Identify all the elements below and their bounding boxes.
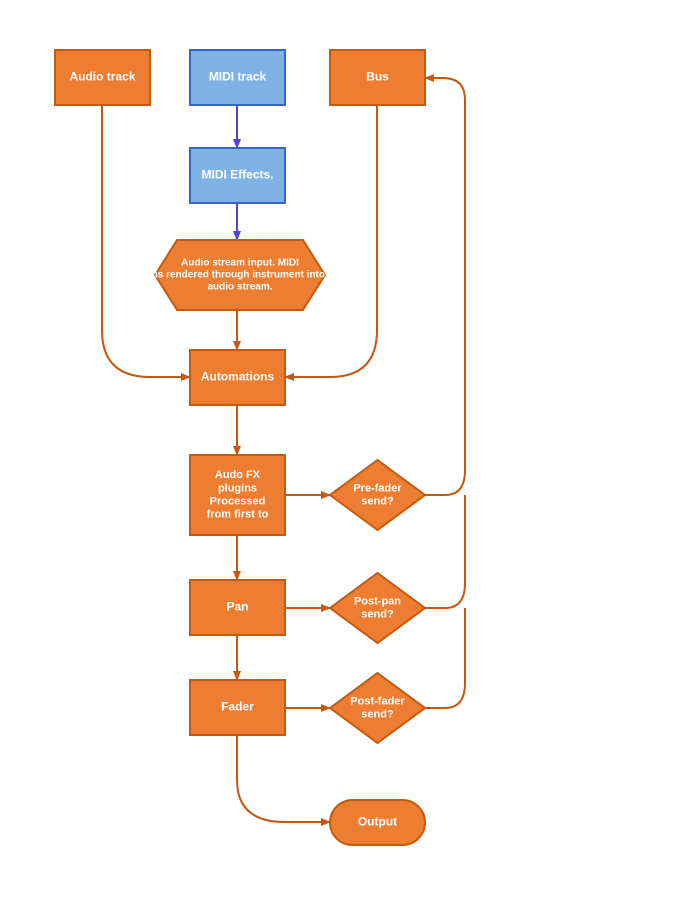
node-label: Processed — [210, 496, 266, 508]
node-pre_fader: Pre-fader send? — [330, 460, 425, 530]
node-label: Audio stream input. MIDI — [181, 258, 299, 269]
edge-e_postpan_bus — [425, 495, 465, 608]
edge-e_prefader_bus — [425, 78, 465, 495]
node-label: MIDI track — [209, 70, 267, 84]
node-label: MIDI Effects. — [201, 168, 273, 182]
flowchart-canvas: Audio track MIDI track Bus MIDI Effects. Aud… — [0, 0, 695, 900]
node-label: is rendered through instrument into — [155, 270, 325, 281]
node-pan: Pan — [190, 580, 285, 635]
node-audio_stream: Audio stream input. MIDIis rendered thro… — [155, 240, 325, 310]
node-label: Audo FX — [215, 469, 261, 481]
node-label: Automations — [201, 370, 275, 384]
node-post_fader: Post-fader send? — [330, 673, 425, 743]
node-audio_fx: Audo FXplugins Processedfrom first to — [190, 455, 285, 535]
node-label: from first to — [207, 509, 269, 521]
edge-e_fader_output — [237, 735, 330, 822]
node-label: Pan — [226, 600, 248, 614]
node-label: Post-pan — [354, 595, 401, 607]
node-label: send? — [361, 496, 394, 508]
node-label: send? — [361, 709, 394, 721]
node-midi_fx: MIDI Effects. — [190, 148, 285, 203]
node-automations: Automations — [190, 350, 285, 405]
edge-e_postfader_bus — [425, 608, 465, 708]
node-label: Post-fader — [350, 695, 405, 707]
node-label: send? — [361, 609, 394, 621]
node-bus: Bus — [330, 50, 425, 105]
node-post_pan: Post-pan send? — [330, 573, 425, 643]
node-label: Fader — [221, 700, 254, 714]
node-label: plugins — [218, 482, 257, 494]
node-fader: Fader — [190, 680, 285, 735]
node-label: Output — [358, 815, 397, 829]
node-label: Pre-fader — [353, 482, 402, 494]
node-output: Output — [330, 800, 425, 845]
node-label: Audio track — [69, 70, 135, 84]
node-midi_track: MIDI track — [190, 50, 285, 105]
node-label: audio stream. — [207, 282, 272, 293]
node-audio_track: Audio track — [55, 50, 150, 105]
node-label: Bus — [366, 70, 389, 84]
